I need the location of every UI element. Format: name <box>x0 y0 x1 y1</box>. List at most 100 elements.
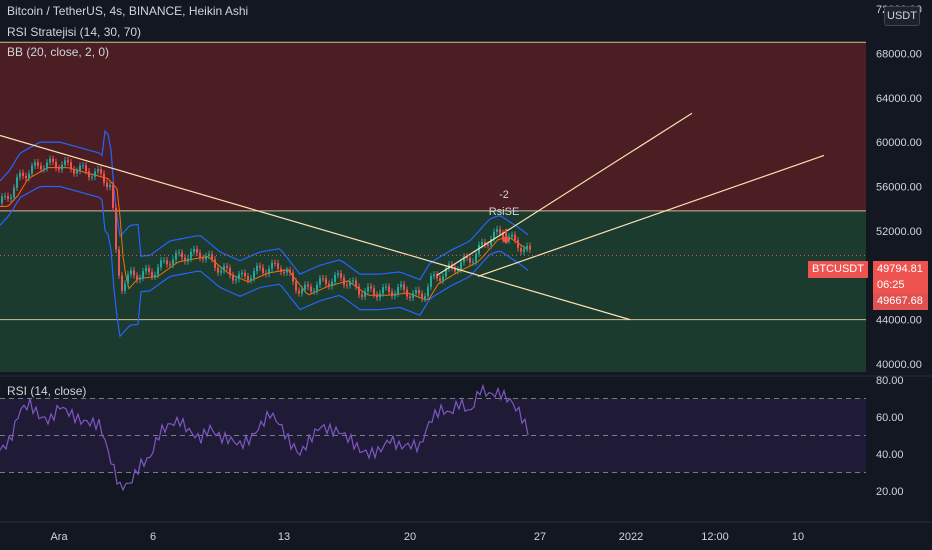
candle <box>481 242 483 245</box>
trendline[interactable] <box>477 154 825 277</box>
candle <box>220 270 222 273</box>
countdown-badge: 06:25 <box>873 277 928 294</box>
signal-label: RsiSE <box>488 206 520 218</box>
candle <box>427 286 429 297</box>
candle <box>1 196 3 204</box>
candle <box>202 257 204 260</box>
candle <box>223 266 225 271</box>
symbol-title[interactable]: Bitcoin / TetherUS, 4s, BINANCE, Heikin … <box>7 4 249 18</box>
candle <box>70 162 72 170</box>
candle <box>16 177 18 188</box>
candle <box>193 248 195 252</box>
candle <box>466 256 468 258</box>
candle <box>190 251 192 259</box>
candle <box>148 268 150 272</box>
candle <box>358 286 360 295</box>
candle <box>22 172 24 176</box>
currency-button[interactable]: USDT <box>884 6 920 26</box>
candle <box>43 168 45 170</box>
candle <box>391 291 393 297</box>
candle <box>154 274 156 277</box>
candle <box>514 234 516 241</box>
candle <box>280 268 282 272</box>
candle <box>421 293 423 299</box>
candle <box>484 242 486 245</box>
candle <box>94 171 96 177</box>
candle <box>256 265 258 272</box>
candle <box>418 290 420 294</box>
bb-upper-band <box>0 129 529 281</box>
candle <box>163 260 165 262</box>
candle <box>19 172 21 178</box>
rsi-pane-title[interactable]: RSI (14, close) <box>7 384 87 398</box>
candle <box>250 278 252 281</box>
price-axis-label: 56000.00 <box>876 182 922 194</box>
time-axis-label: 2022 <box>619 531 643 543</box>
candle <box>130 270 132 275</box>
candle <box>472 261 474 263</box>
rsi-axis-label: 40.00 <box>876 449 904 461</box>
candle <box>118 249 120 276</box>
rsi-strategy-label[interactable]: RSI Stratejisi (14, 30, 70) <box>7 25 142 39</box>
candle <box>496 229 498 232</box>
candle <box>4 195 6 197</box>
candle <box>145 268 147 272</box>
time-axis-label: Ara <box>50 531 68 543</box>
candle <box>181 252 183 258</box>
bollinger-bands-label[interactable]: BB (20, close, 2, 0) <box>7 45 110 59</box>
candle <box>73 169 75 174</box>
candle <box>379 293 381 298</box>
time-axis-label: 10 <box>792 531 804 543</box>
candle <box>310 286 312 292</box>
candle <box>136 275 138 280</box>
candle <box>490 238 492 246</box>
candle <box>259 265 261 268</box>
candle <box>121 275 123 291</box>
candle <box>184 257 186 262</box>
candle <box>49 158 51 163</box>
candle <box>400 284 402 288</box>
candle <box>289 270 291 273</box>
candle <box>343 277 345 285</box>
candle <box>406 289 408 297</box>
candle <box>262 267 264 273</box>
candle <box>301 289 303 294</box>
candle <box>349 281 351 286</box>
candle <box>328 283 330 287</box>
candle <box>511 234 513 237</box>
candle <box>64 160 66 165</box>
candle <box>55 161 57 169</box>
candle <box>286 270 288 273</box>
candle <box>403 284 405 290</box>
candle <box>325 278 327 284</box>
candle <box>370 286 372 289</box>
candle <box>112 185 114 208</box>
candle <box>397 287 399 294</box>
price-axis-label: 64000.00 <box>876 93 922 105</box>
bb-lower-band <box>0 185 529 338</box>
candle <box>214 259 216 268</box>
candle <box>235 279 237 281</box>
candle <box>244 272 246 277</box>
candle <box>385 286 387 288</box>
time-axis-label: 20 <box>404 531 416 543</box>
candle <box>346 284 348 286</box>
candle <box>124 283 126 291</box>
trendline[interactable] <box>436 112 693 276</box>
candle <box>247 276 249 281</box>
candle <box>187 258 189 262</box>
candle <box>232 275 234 281</box>
candle <box>412 293 414 298</box>
candle <box>13 187 15 198</box>
candle <box>211 254 213 260</box>
trendline[interactable] <box>0 134 631 321</box>
symbol-price-badge: BTCUSDT <box>808 261 868 278</box>
candle <box>88 171 90 178</box>
candle <box>103 173 105 183</box>
candle <box>91 176 93 178</box>
price-axis-label: 52000.00 <box>876 226 922 238</box>
candle <box>28 173 30 179</box>
candle <box>523 248 525 252</box>
candle <box>277 263 279 269</box>
